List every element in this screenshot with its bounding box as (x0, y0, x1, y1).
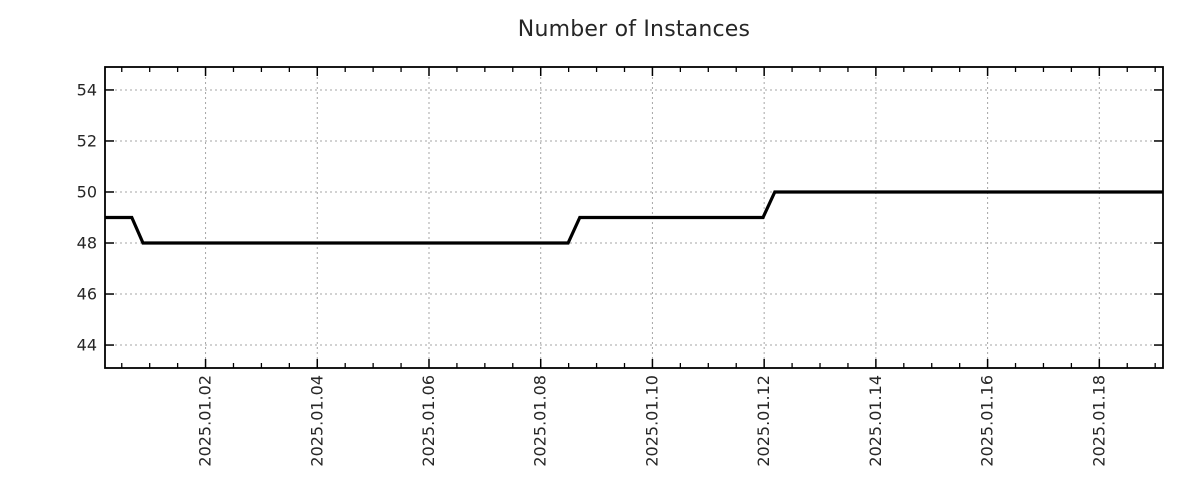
y-tick-label: 50 (77, 182, 97, 201)
y-tick-label: 54 (77, 80, 97, 99)
x-tick-label: 2025.01.04 (307, 375, 326, 467)
x-tick-label: 2025.01.10 (642, 375, 661, 467)
x-tick-label: 2025.01.02 (196, 375, 215, 467)
x-tick-label: 2025.01.18 (1089, 375, 1108, 467)
x-tick-label: 2025.01.14 (866, 375, 885, 467)
series-line-instances (105, 190, 1163, 245)
x-tick-label: 2025.01.06 (419, 375, 438, 467)
y-tick-label: 46 (77, 285, 97, 304)
chart-title: Number of Instances (517, 17, 751, 42)
x-tick-label: 2025.01.12 (754, 375, 773, 467)
x-tick-label: 2025.01.16 (978, 375, 997, 467)
y-tick-label: 52 (77, 131, 97, 150)
y-tick-label: 44 (77, 336, 97, 355)
x-tick-label: 2025.01.08 (531, 375, 550, 467)
y-tick-label: 48 (77, 234, 97, 253)
